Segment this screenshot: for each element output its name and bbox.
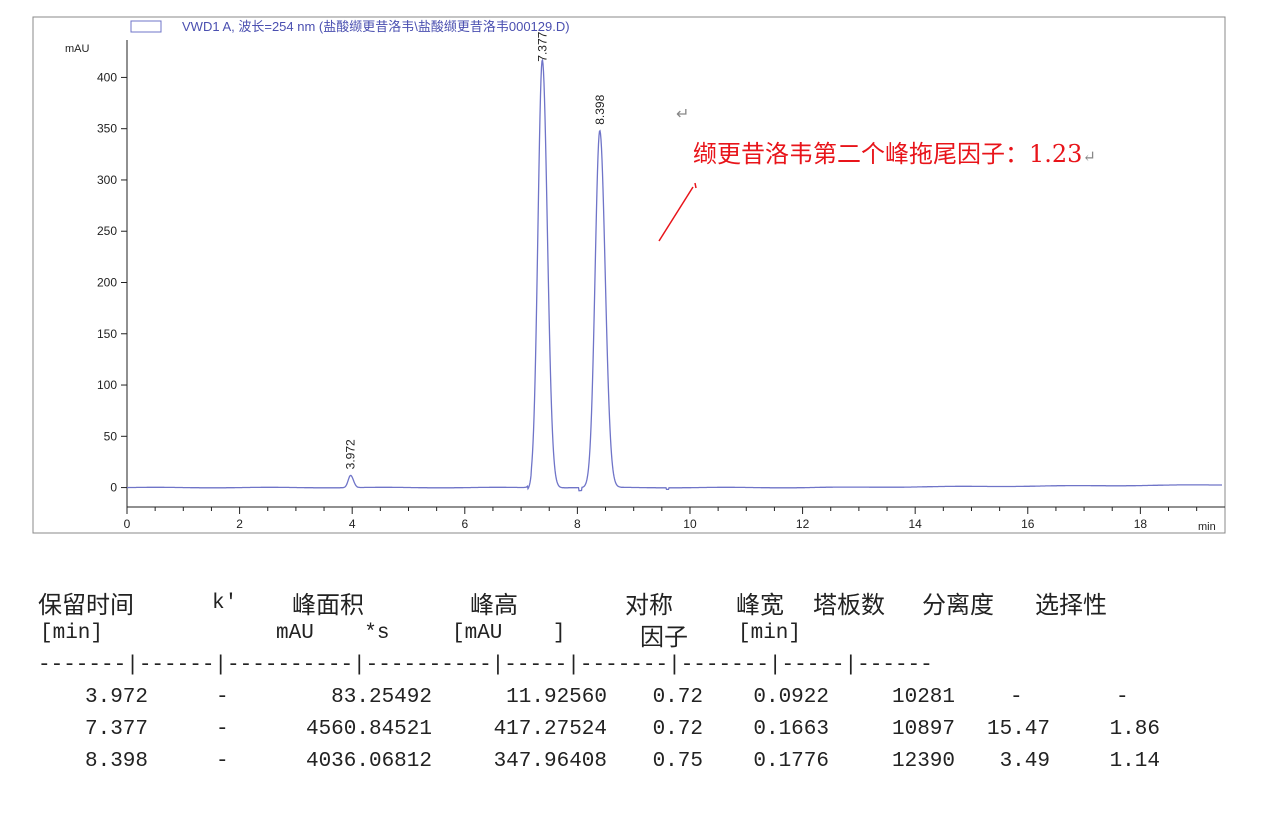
table-cell: 4036.06812 [305,750,432,773]
column-subheader: [min] [738,622,802,645]
column-header: 对称 [625,591,673,619]
table-cell: 15.47 [986,718,1050,741]
y-tick-label: 0 [110,481,117,495]
y-tick-label: 300 [97,173,117,187]
column-subheader: [min] [40,622,104,645]
table-cell: 1.86 [1109,718,1160,741]
x-tick-label: 12 [796,517,810,531]
annotation-text: 缬更昔洛韦第二个峰拖尾因子：1.23↵ [693,134,1096,169]
column-header: 选择性 [1035,591,1107,619]
peak-label: 8.398 [593,94,607,124]
y-tick-label: 100 [97,378,117,392]
table-cell: 3.49 [999,750,1050,773]
table-cell: - [216,718,229,741]
table-cell: 10281 [891,686,955,709]
table-cell: - [216,750,229,773]
paragraph-mark: ↵ [1082,147,1096,166]
table-cell: 3.972 [84,686,148,709]
annotation-line [658,186,694,242]
y-tick-label: 50 [104,429,118,443]
column-header: 塔板数 [813,591,885,619]
table-cell: 8.398 [84,750,148,773]
table-cell: 4560.84521 [305,718,432,741]
x-tick-label: 18 [1134,517,1148,531]
peak-label: 3.972 [344,439,358,469]
table-cell: 12390 [891,750,955,773]
x-tick-label: 0 [124,517,131,531]
x-tick-label: 8 [574,517,581,531]
column-header: 峰高 [470,591,518,619]
table-cell: 417.27524 [493,718,607,741]
annotation-line-tick [694,182,697,189]
table-cell: 10897 [891,718,955,741]
x-tick-label: 2 [236,517,243,531]
column-header: 分离度 [922,591,994,619]
y-tick-label: 350 [97,122,117,136]
x-tick-label: 16 [1021,517,1035,531]
column-header: 峰宽 [736,591,784,619]
table-cell: 0.75 [652,750,703,773]
table-cell: 1.14 [1109,750,1160,773]
x-axis-label: min [1198,521,1216,533]
table-cell: 0.0922 [753,686,829,709]
table-cell: - [1116,686,1129,709]
column-subheader: 因子 [640,623,688,651]
column-subheader: [mAU ] [452,622,566,645]
chart-frame [32,16,1226,534]
column-header: 峰面积 [292,591,364,619]
table-cell: 0.1663 [753,718,829,741]
y-tick-label: 150 [97,327,117,341]
table-cell: 0.72 [652,718,703,741]
column-header: 保留时间 [38,591,134,619]
x-tick-label: 14 [908,517,922,531]
x-tick-label: 10 [683,517,697,531]
legend-swatch [130,20,162,33]
chromatogram-chart: VWD1 A, 波长=254 nm (盐酸缬更昔洛韦\盐酸缬更昔洛韦000129… [32,16,1226,534]
table-cell: - [1010,686,1023,709]
table-cell: - [216,686,229,709]
table-cell: 83.25492 [331,686,432,709]
table-cell: 0.1776 [753,750,829,773]
column-subheader: mAU *s [276,622,390,645]
table-cell: 0.72 [652,686,703,709]
column-header: k' [212,592,238,615]
chart-title: VWD1 A, 波长=254 nm (盐酸缬更昔洛韦\盐酸缬更昔洛韦000129… [182,19,570,34]
table-cell: 7.377 [84,718,148,741]
x-tick-label: 6 [461,517,468,531]
annotation-label: 缬更昔洛韦第二个峰拖尾因子：1.23 [693,140,1083,168]
y-tick-label: 250 [97,224,117,238]
x-tick-label: 4 [349,517,356,531]
y-axis-label: mAU [65,43,90,55]
table-separator: -------|------|----------|----------|---… [38,654,933,677]
paragraph-mark: ↵ [676,106,690,123]
chromatogram-trace [127,58,1222,492]
table-cell: 11.92560 [506,686,607,709]
table-cell: 347.96408 [493,750,607,773]
y-tick-label: 400 [97,70,117,84]
peak-label: 7.377 [535,31,549,61]
y-tick-label: 200 [97,275,117,289]
